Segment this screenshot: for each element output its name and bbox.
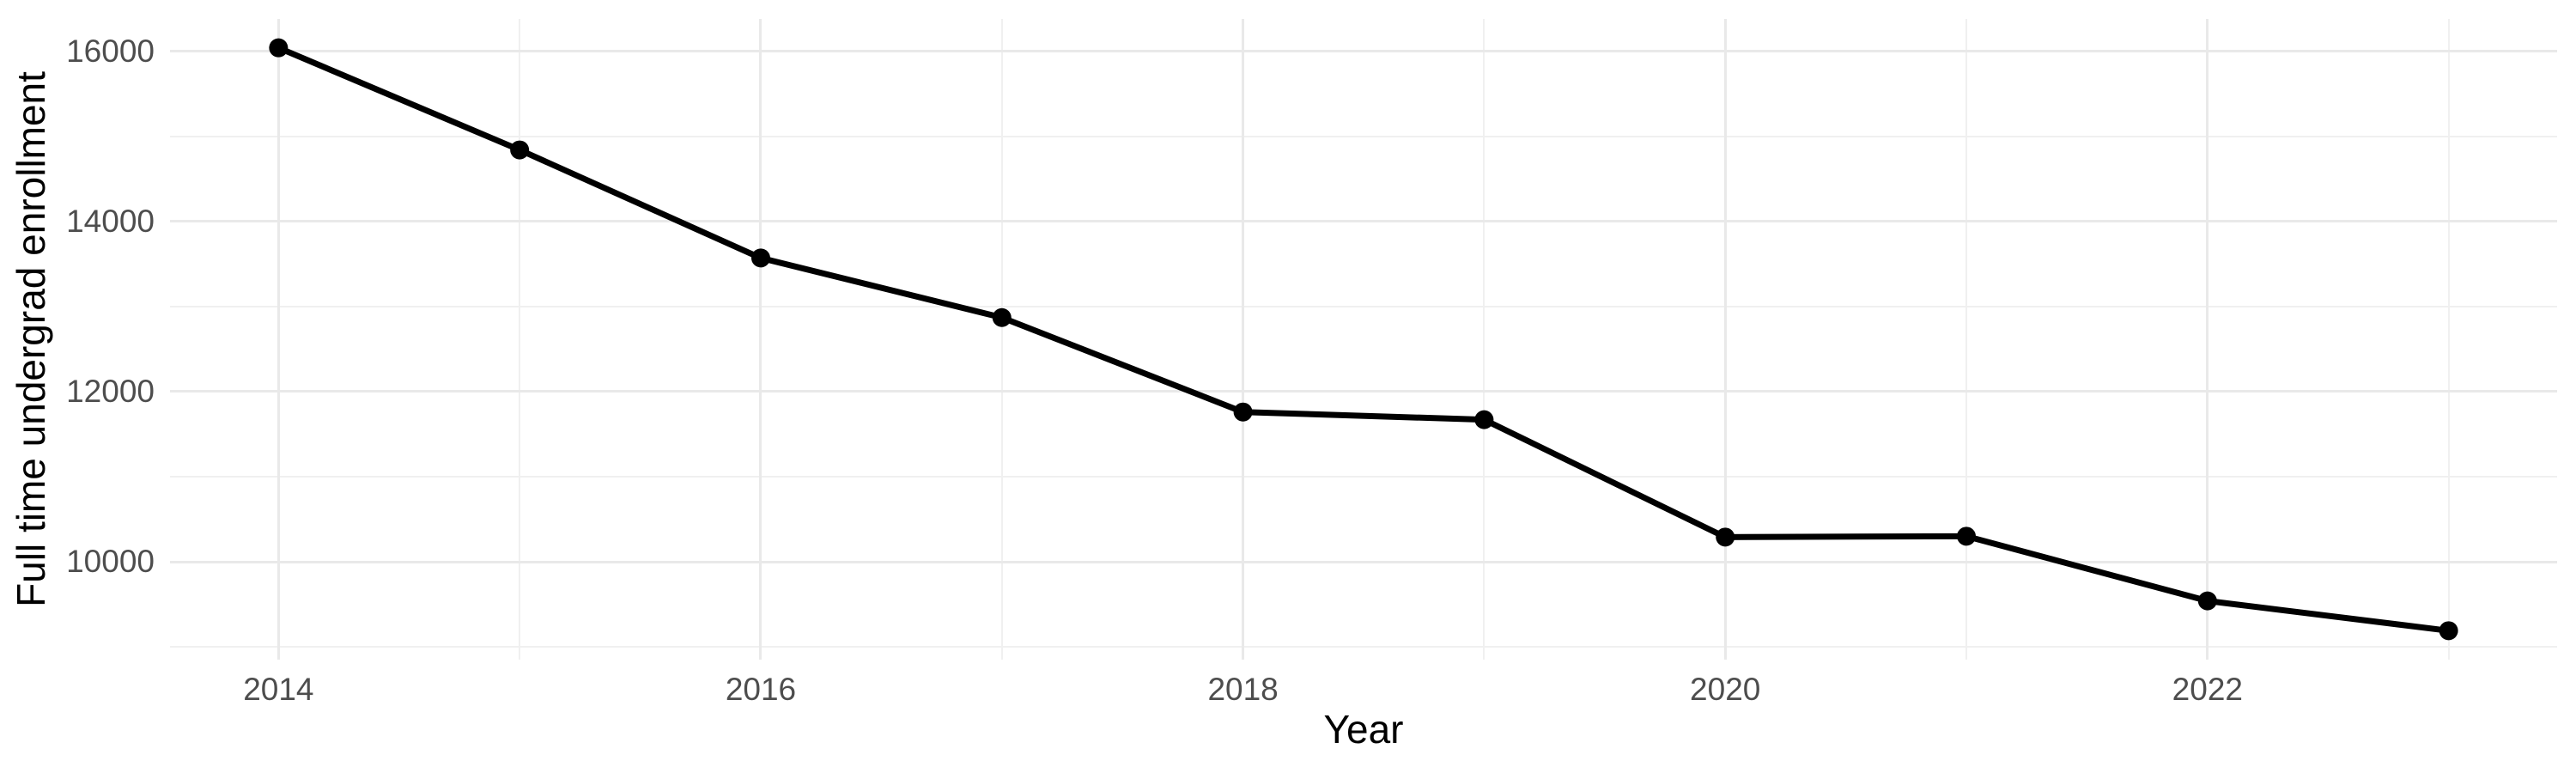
x-gridline-major <box>2206 19 2209 660</box>
y-gridline-major <box>170 50 2557 53</box>
x-gridline-minor <box>519 19 521 660</box>
x-gridline-major <box>1242 19 1245 660</box>
data-point <box>750 248 770 268</box>
enrollment-trend-line <box>275 45 2452 634</box>
plot-panel <box>170 19 2557 660</box>
x-gridline-major <box>1723 19 1727 660</box>
y-gridline-major <box>170 220 2557 223</box>
data-point <box>1957 526 1977 546</box>
x-tick-label: 2022 <box>2172 672 2243 707</box>
y-gridline-minor <box>170 475 2557 478</box>
x-gridline-minor <box>1000 19 1003 660</box>
x-gridline-major <box>276 19 280 660</box>
y-gridline-minor <box>170 646 2557 648</box>
data-point <box>992 307 1012 327</box>
y-gridline-minor <box>170 305 2557 307</box>
data-point <box>510 140 530 160</box>
x-gridline-minor <box>1483 19 1485 660</box>
data-point <box>269 38 289 58</box>
x-gridline-major <box>759 19 762 660</box>
x-tick-label: 2020 <box>1690 672 1761 707</box>
y-tick-label: 14000 <box>66 203 155 239</box>
y-gridline-minor <box>170 135 2557 137</box>
line-series <box>269 38 2458 641</box>
y-axis-title: Full time undergrad enrollment <box>9 71 53 607</box>
data-point <box>1716 527 1735 547</box>
x-tick-label: 2016 <box>725 672 797 707</box>
data-point <box>2439 621 2458 641</box>
data-point <box>1233 402 1253 422</box>
x-tick-label: 2018 <box>1207 672 1279 707</box>
data-point <box>1474 410 1494 429</box>
data-point <box>2197 591 2217 611</box>
y-tick-label: 16000 <box>66 33 155 69</box>
x-gridline-minor <box>2447 19 2450 660</box>
y-tick-label: 10000 <box>66 544 155 580</box>
x-tick-label: 2014 <box>243 672 314 707</box>
x-gridline-minor <box>1965 19 1968 660</box>
x-axis-title: Year <box>1323 707 1404 752</box>
y-tick-label: 12000 <box>66 373 155 409</box>
y-gridline-major <box>170 390 2557 393</box>
y-gridline-major <box>170 560 2557 563</box>
